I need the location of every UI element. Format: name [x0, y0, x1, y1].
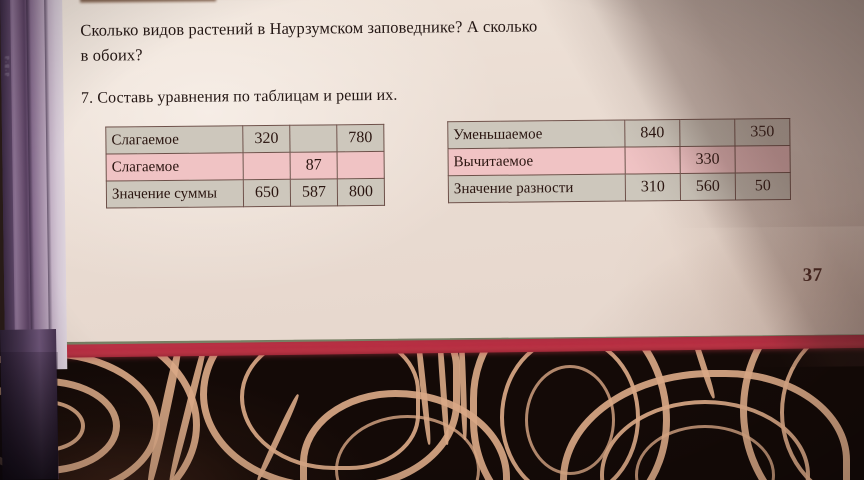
table-cell: 330 [679, 146, 736, 174]
table-cell [243, 152, 291, 180]
fabric-swirl [0, 330, 200, 480]
row-label: Слагаемое [106, 152, 244, 182]
fabric-swirl [780, 330, 864, 480]
addition-table: Слагаемое 320 780 Слагаемое 87 Значение … [105, 124, 385, 209]
table-cell: 587 [290, 178, 338, 207]
table-cell [289, 124, 338, 153]
table-cell: 840 [624, 119, 680, 148]
table-cell: 650 [243, 179, 291, 207]
book-spine-text: а·в·а [2, 55, 11, 77]
table-row: Слагаемое 320 780 [105, 124, 385, 155]
photo-edge-strip [79, 0, 217, 3]
table-row: Вычитаемое 330 [448, 145, 791, 176]
fabric-swirl [740, 330, 864, 480]
row-label: Слагаемое [105, 125, 244, 155]
table-cell: 350 [734, 118, 790, 147]
table-row: Значение разности 310 560 50 [448, 172, 791, 203]
table-cell [679, 119, 735, 147]
table-row: Уменьшаемое 840 350 [447, 118, 790, 149]
table-row: Слагаемое 87 [106, 151, 385, 182]
row-label: Значение разности [448, 174, 626, 203]
textbook-page: Сколько видов растений в Наурзумском зап… [57, 0, 864, 374]
task-heading: 7. Составь уравнения по таблицам и реши … [80, 86, 398, 107]
page-number: 37 [802, 264, 823, 286]
table-cell [337, 151, 385, 179]
table-cell: 800 [337, 178, 385, 206]
row-label: Уменьшаемое [447, 120, 625, 149]
row-label: Вычитаемое [448, 147, 626, 176]
table-cell: 780 [336, 124, 385, 152]
table-cell: 320 [242, 125, 291, 153]
table-cell: 87 [290, 151, 338, 180]
table-cell: 560 [680, 173, 736, 201]
table-cell [624, 146, 681, 175]
table-cell: 50 [735, 172, 791, 201]
table-cell [734, 145, 791, 174]
table-row: Значение суммы 650 587 800 [106, 178, 385, 209]
table-cell: 310 [625, 173, 681, 202]
subtraction-table: Уменьшаемое 840 350 Вычитаемое 330 Значе… [447, 118, 791, 203]
row-label: Значение суммы [106, 179, 244, 209]
book-spine-bottom-shadow [0, 352, 58, 480]
